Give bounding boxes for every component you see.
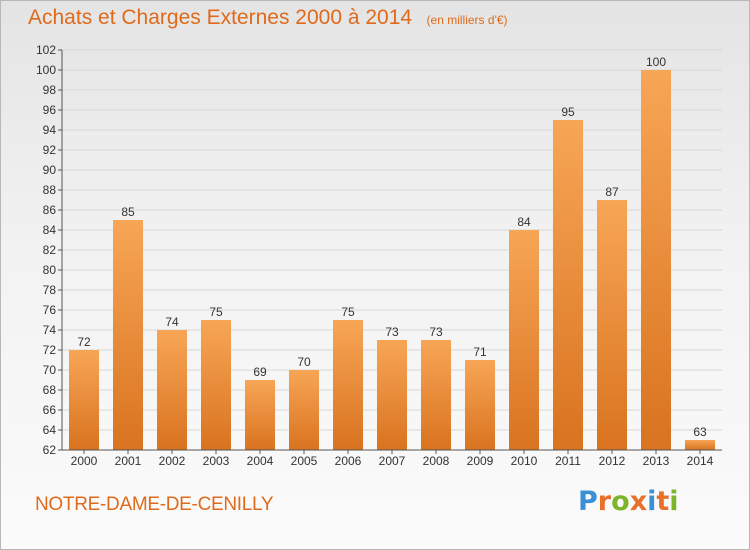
- data-label: 71: [473, 345, 487, 359]
- y-tick-label: 82: [43, 243, 57, 257]
- chart-header: Achats et Charges Externes 2000 à 2014 (…: [28, 6, 508, 30]
- x-tick-label: 2001: [115, 454, 142, 468]
- bar-2006: [333, 320, 363, 450]
- x-tick-label: 2011: [555, 454, 581, 468]
- bar-2005: [289, 370, 319, 450]
- logo-letter: r: [597, 486, 612, 517]
- bar-2010: [509, 230, 539, 450]
- logo-letter: t: [656, 486, 670, 517]
- y-tick-label: 94: [43, 123, 57, 137]
- data-label: 84: [517, 215, 531, 229]
- bar-2003: [201, 320, 231, 450]
- y-tick-label: 78: [43, 283, 57, 297]
- bar-2013: [641, 70, 671, 450]
- data-label: 75: [209, 305, 223, 319]
- commune-name: NOTRE-DAME-DE-CENILLY: [35, 494, 274, 515]
- y-tick-label: 66: [43, 403, 57, 417]
- x-tick-label: 2009: [467, 454, 494, 468]
- data-label: 63: [693, 425, 707, 439]
- bar-2008: [421, 340, 451, 450]
- data-label: 73: [429, 325, 443, 339]
- data-label: 73: [385, 325, 399, 339]
- x-tick-label: 2002: [159, 454, 186, 468]
- proxiti-logo: Proxiti: [578, 486, 679, 517]
- chart-title: Achats et Charges Externes 2000 à 2014: [28, 6, 413, 29]
- x-tick-label: 2004: [247, 454, 274, 468]
- y-tick-label: 64: [43, 423, 57, 437]
- y-tick-label: 98: [43, 83, 57, 97]
- bar-2009: [465, 360, 495, 450]
- x-tick-label: 2007: [379, 454, 406, 468]
- y-tick-label: 86: [43, 203, 57, 217]
- logo-letter: o: [611, 486, 630, 517]
- x-tick-label: 2000: [71, 454, 98, 468]
- y-tick-label: 74: [43, 323, 57, 337]
- y-tick-label: 80: [43, 263, 57, 277]
- y-tick-label: 100: [36, 63, 56, 77]
- x-tick-label: 2013: [643, 454, 670, 468]
- y-tick-label: 84: [43, 223, 57, 237]
- logo-letter: P: [578, 486, 598, 517]
- bar-2000: [69, 350, 99, 450]
- y-tick-label: 96: [43, 103, 57, 117]
- bar-2014: [685, 440, 715, 450]
- y-tick-label: 62: [43, 443, 57, 457]
- data-label: 100: [646, 55, 666, 69]
- x-tick-label: 2003: [203, 454, 230, 468]
- x-tick-label: 2008: [423, 454, 450, 468]
- y-tick-label: 70: [43, 363, 57, 377]
- x-tick-label: 2005: [291, 454, 318, 468]
- logo-letter: i: [647, 486, 657, 517]
- data-label: 70: [297, 355, 311, 369]
- chart-subtitle: (en milliers d'€): [426, 13, 508, 27]
- logo-letter: i: [669, 486, 679, 517]
- bar-2012: [597, 200, 627, 450]
- bar-2001: [113, 220, 143, 450]
- y-tick-label: 90: [43, 163, 57, 177]
- y-tick-label: 68: [43, 383, 57, 397]
- y-tick-label: 88: [43, 183, 57, 197]
- labels: 62 64 66 68 70 72 74 76 78 80 82 84 86 88 90 92 94 96 98 10…: [36, 43, 714, 468]
- y-tick-label: 92: [43, 143, 57, 157]
- bars: [69, 70, 715, 450]
- bar-2002: [157, 330, 187, 450]
- axes: [58, 49, 722, 454]
- y-tick-label: 76: [43, 303, 57, 317]
- data-label: 87: [605, 185, 619, 199]
- x-tick-label: 2012: [599, 454, 626, 468]
- bar-2007: [377, 340, 407, 450]
- logo-letter: x: [629, 486, 648, 517]
- data-label: 72: [77, 335, 91, 349]
- y-tick-label: 102: [36, 43, 56, 57]
- bar-2011: [553, 120, 583, 450]
- x-tick-label: 2006: [335, 454, 362, 468]
- y-tick-label: 72: [43, 343, 57, 357]
- data-label: 69: [253, 365, 267, 379]
- data-label: 95: [561, 105, 575, 119]
- data-label: 85: [121, 205, 135, 219]
- data-label: 75: [341, 305, 355, 319]
- x-tick-label: 2014: [687, 454, 714, 468]
- data-label: 74: [165, 315, 179, 329]
- x-tick-label: 2010: [511, 454, 538, 468]
- bar-2004: [245, 380, 275, 450]
